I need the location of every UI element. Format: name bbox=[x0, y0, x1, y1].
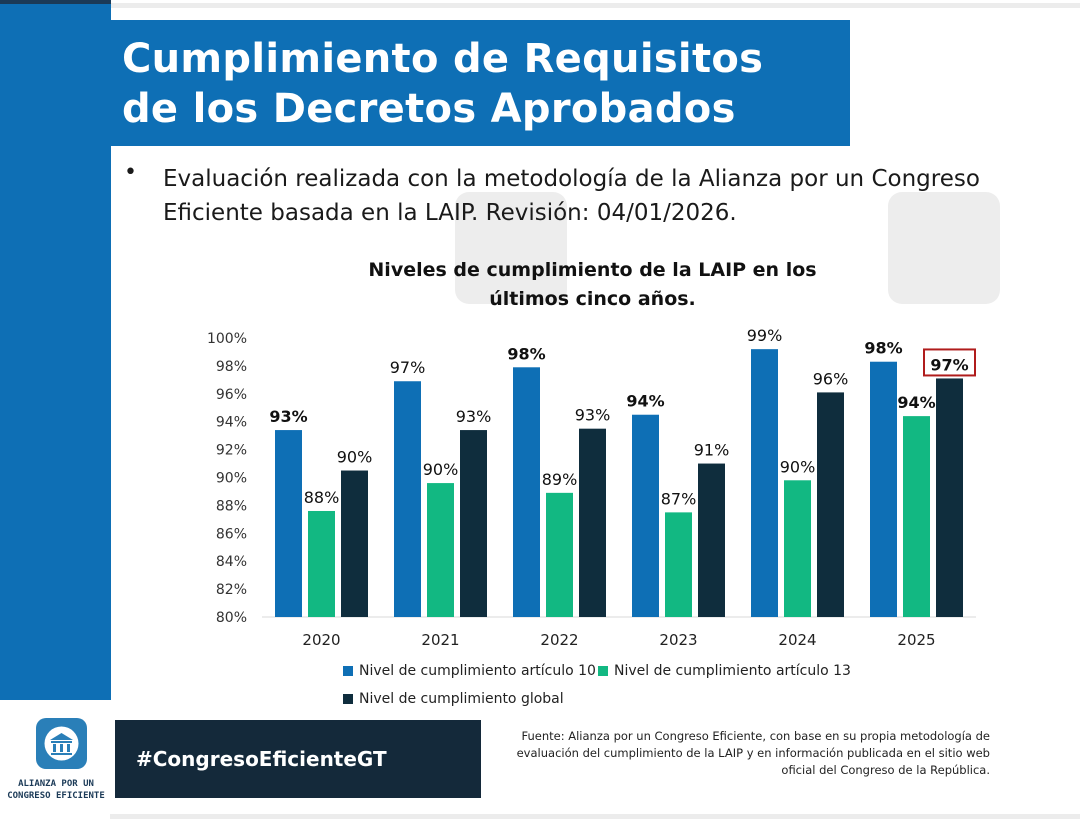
bar-chart: 80% 82% 84% 86% 88% 90% 92% 94% 96% 98% 100% 93% 88%… bbox=[207, 326, 976, 649]
legend-label-article13: Nivel de cumplimiento artículo 13 bbox=[614, 663, 851, 679]
bar bbox=[513, 367, 540, 617]
data-label: 99% bbox=[747, 326, 783, 345]
title-banner: Cumplimiento de Requisitos de los Decret… bbox=[111, 20, 850, 146]
x-tick-label: 2022 bbox=[540, 631, 578, 649]
data-label: 88% bbox=[304, 488, 340, 507]
data-label: 89% bbox=[542, 470, 578, 489]
bar bbox=[579, 428, 606, 617]
bar bbox=[275, 430, 302, 617]
y-tick-label: 92% bbox=[216, 443, 247, 459]
x-tick-label: 2021 bbox=[421, 631, 459, 649]
y-tick-label: 86% bbox=[216, 526, 247, 542]
data-label: 87% bbox=[661, 489, 697, 508]
y-tick-label: 98% bbox=[216, 359, 247, 375]
y-tick-label: 82% bbox=[216, 582, 247, 598]
hashtag-text: #CongresoEficienteGT bbox=[136, 747, 387, 771]
data-label: 90% bbox=[337, 448, 373, 467]
bar bbox=[751, 349, 778, 617]
data-label: 90% bbox=[780, 457, 816, 476]
legend-item-article13: Nivel de cumplimiento artículo 13 bbox=[598, 663, 851, 679]
data-label: 94% bbox=[897, 393, 935, 412]
logo-text: ALIANZA POR UN CONGRESO EFICIENTE bbox=[7, 779, 105, 801]
y-tick-label: 88% bbox=[216, 498, 247, 514]
legend-label-global: Nivel de cumplimiento global bbox=[359, 691, 564, 707]
data-label: 91% bbox=[694, 441, 730, 460]
watermark-shape bbox=[455, 192, 567, 304]
bullet-text: Evaluación realizada con la metodología … bbox=[163, 166, 980, 226]
data-label: 96% bbox=[813, 369, 849, 388]
bar bbox=[460, 430, 487, 617]
bar bbox=[546, 492, 573, 617]
watermark-shape bbox=[888, 192, 1000, 304]
x-tick-label: 2020 bbox=[302, 631, 340, 649]
left-accent-cap bbox=[0, 0, 111, 4]
bar bbox=[936, 378, 963, 617]
page-title: Cumplimiento de Requisitos de los Decret… bbox=[122, 36, 764, 132]
bar bbox=[308, 510, 335, 617]
bar bbox=[870, 361, 897, 617]
source-note: Fuente: Alianza por un Congreso Eficient… bbox=[516, 729, 990, 777]
data-label: 97% bbox=[390, 358, 426, 377]
top-rule bbox=[110, 3, 1080, 8]
hashtag-banner: #CongresoEficienteGT bbox=[115, 720, 481, 798]
bar bbox=[632, 414, 659, 617]
y-tick-label: 80% bbox=[216, 610, 247, 626]
legend-swatch-article10 bbox=[343, 666, 353, 676]
bar bbox=[341, 470, 368, 617]
bar bbox=[817, 392, 844, 617]
data-label: 93% bbox=[575, 406, 611, 425]
y-tick-label: 96% bbox=[216, 387, 247, 403]
y-tick-label: 94% bbox=[216, 415, 247, 431]
data-label: 93% bbox=[269, 407, 307, 426]
data-label: 97% bbox=[930, 355, 968, 374]
chart-title: Niveles de cumplimiento de la LAIP en lo… bbox=[368, 259, 817, 310]
bar bbox=[698, 463, 725, 617]
legend-item-global: Nivel de cumplimiento global bbox=[343, 691, 564, 707]
bar bbox=[903, 416, 930, 617]
congress-logo-icon bbox=[36, 718, 87, 769]
bullet-marker: • bbox=[124, 160, 137, 185]
y-tick-label: 84% bbox=[216, 554, 247, 570]
x-tick-label: 2023 bbox=[659, 631, 697, 649]
bar bbox=[394, 381, 421, 617]
legend-swatch-global bbox=[343, 694, 353, 704]
y-tick-label: 90% bbox=[216, 471, 247, 487]
data-label: 98% bbox=[864, 339, 902, 358]
legend-item-article10: Nivel de cumplimiento artículo 10 bbox=[343, 663, 596, 679]
x-tick-label: 2024 bbox=[778, 631, 816, 649]
y-tick-label: 100% bbox=[207, 331, 247, 347]
bar bbox=[784, 480, 811, 617]
legend-label-article10: Nivel de cumplimiento artículo 10 bbox=[359, 663, 596, 679]
bottom-rule bbox=[110, 814, 1080, 819]
highlight-box bbox=[923, 348, 976, 377]
left-accent-bar bbox=[0, 0, 111, 700]
bar bbox=[427, 483, 454, 617]
data-label: 94% bbox=[626, 392, 664, 411]
data-label: 90% bbox=[423, 460, 459, 479]
legend-swatch-article13 bbox=[598, 666, 608, 676]
x-tick-label: 2025 bbox=[897, 631, 935, 649]
data-label: 93% bbox=[456, 407, 492, 426]
data-label: 98% bbox=[507, 344, 545, 363]
bar bbox=[665, 512, 692, 617]
